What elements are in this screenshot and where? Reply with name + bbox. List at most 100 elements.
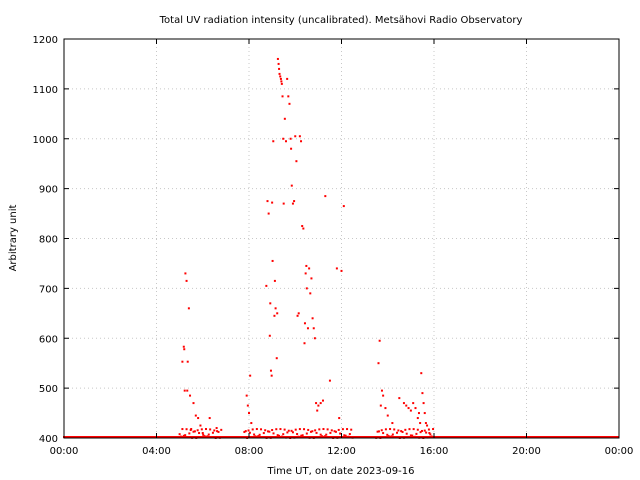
data-point [382,436,385,438]
data-point [392,436,395,438]
data-point [283,117,286,120]
data-point [139,436,142,438]
data-point [501,436,504,438]
data-point [596,436,599,438]
data-point [201,436,204,438]
data-point [161,436,164,438]
data-point [275,436,278,438]
data-point [390,435,393,438]
data-point [178,436,181,438]
data-point [202,433,205,436]
data-point [230,436,233,438]
data-point [275,357,278,360]
data-point [590,436,593,438]
data-point [222,436,225,438]
data-point [515,436,518,438]
data-point [527,436,530,438]
data-point [269,302,272,305]
data-point [146,436,149,438]
data-point [206,435,209,438]
data-point [172,436,175,438]
data-point [491,436,494,438]
data-point [383,436,386,439]
data-point [348,433,351,436]
y-axis-label: Arbitrary unit [8,205,19,272]
data-point [182,436,185,438]
data-point [443,436,446,438]
data-point [537,436,540,438]
data-point [361,436,364,438]
data-point [199,424,202,427]
data-point [386,414,389,417]
data-point [457,436,460,438]
data-point [396,436,398,438]
data-point [271,436,274,438]
data-point [597,436,600,438]
data-point [125,436,128,438]
data-point [276,436,279,438]
data-point [300,140,303,143]
data-point [113,436,116,438]
data-point [170,436,173,438]
data-point [105,436,108,438]
data-point [263,436,266,438]
data-point [321,435,324,438]
data-point [528,436,531,438]
data-point [513,436,516,438]
data-point [243,436,246,438]
data-point [338,417,341,420]
data-point [386,433,389,436]
data-point [459,436,462,438]
data-point [497,436,500,438]
data-point [78,436,81,438]
data-point [261,436,264,439]
data-point [391,422,394,425]
data-point [450,436,453,438]
data-point [192,402,195,405]
data-point [199,436,202,439]
data-point [565,436,568,438]
data-point [599,436,602,438]
data-point [405,404,408,407]
data-point [204,428,207,431]
data-point [581,436,583,438]
data-point [235,436,238,438]
data-point [404,428,407,431]
data-point [267,436,270,438]
data-point [253,433,256,436]
data-point [354,436,357,438]
data-point [510,436,513,438]
data-point [319,433,322,436]
data-point [96,436,99,438]
data-point [291,436,294,438]
data-point [181,360,184,363]
data-point [216,430,219,433]
data-point [305,432,308,435]
data-point [279,75,282,78]
data-point [265,284,268,287]
data-point [319,402,322,405]
data-point [259,436,262,438]
data-point [575,436,578,438]
data-point [608,436,611,438]
data-point [154,436,157,438]
data-point [266,430,269,433]
data-point [82,436,85,438]
data-point [93,436,96,438]
data-point [301,434,304,437]
data-point [273,314,276,317]
data-point [285,140,287,143]
x-axis-ticks: 00:00 04:00 08:00 12:00 16:00 20:00 00:00 [50,39,633,457]
data-point [295,436,298,438]
data-point [258,436,261,438]
data-point [242,436,245,438]
data-point [609,436,612,438]
data-point [464,436,467,438]
data-point [283,428,286,431]
data-point [576,436,579,438]
data-point [509,436,512,438]
data-point [300,434,303,437]
x-tick-label: 08:00 [235,446,264,457]
data-point [306,436,309,438]
data-point [522,436,525,438]
